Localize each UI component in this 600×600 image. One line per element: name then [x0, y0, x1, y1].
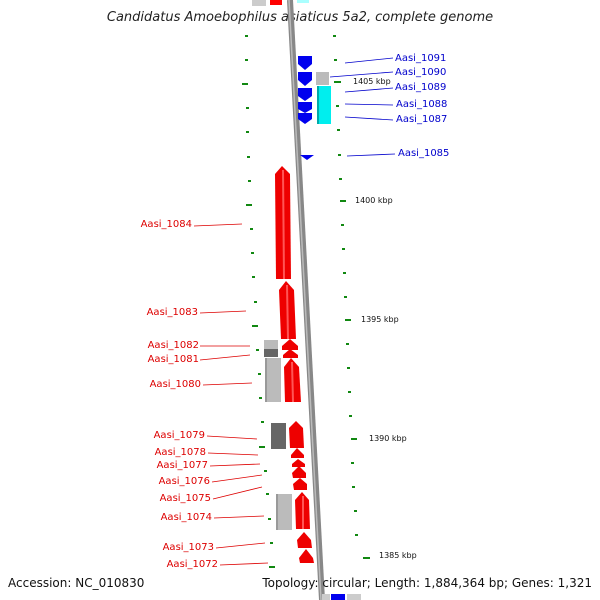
gene-Aasi_1075: [293, 478, 307, 490]
gene-label-Aasi_1079[interactable]: Aasi_1079: [153, 430, 205, 441]
gene-Aasi_1089: [298, 72, 312, 86]
gene-Aasi_1084: [275, 166, 291, 280]
gene-label-Aasi_1082[interactable]: Aasi_1082: [147, 340, 199, 351]
scale-label-1395: 1395 kbp: [361, 315, 399, 324]
genome-backbone: [287, 0, 325, 600]
gene-partial-bottom-blue: [331, 594, 345, 600]
gene-Aasi_1082: [282, 339, 298, 350]
pseudo-gene-1079: [271, 423, 286, 449]
gene-label-Aasi_1076[interactable]: Aasi_1076: [158, 476, 210, 487]
gene-Aasi_1072: [299, 549, 314, 563]
scale-label-1385: 1385 kbp: [379, 551, 417, 560]
gene-partial-bottom-grey: [322, 594, 330, 600]
gene-label-Aasi_1080[interactable]: Aasi_1080: [149, 379, 201, 390]
gene-partial-bottom-grey2: [347, 594, 361, 600]
scale-label-1405: 1405 kbp: [353, 77, 391, 86]
gene-label-Aasi_1075[interactable]: Aasi_1075: [159, 493, 211, 504]
gene-Aasi_1077: [292, 459, 305, 467]
gene-Aasi_1078: [291, 448, 304, 458]
gene-label-Aasi_1083[interactable]: Aasi_1083: [146, 307, 198, 318]
gene-Aasi_1083: [279, 281, 296, 340]
pseudo-gene-1074: [277, 494, 292, 530]
gene-Aasi_1073: [297, 532, 312, 548]
gene-partial-top-cyan: [297, 0, 309, 3]
gene-rna-cyan-2: [318, 108, 331, 124]
map-title: Candidatus Amoebophilus asiaticus 5a2, c…: [106, 10, 494, 25]
pseudo-gene-1080: [266, 358, 281, 402]
gene-label-Aasi_1084[interactable]: Aasi_1084: [140, 219, 192, 230]
gene-Aasi_1079: [289, 421, 304, 448]
gene-label-Aasi_1072[interactable]: Aasi_1072: [166, 559, 218, 570]
leader-lines-right: [329, 57, 396, 157]
gene-label-Aasi_1074[interactable]: Aasi_1074: [160, 512, 212, 523]
gene-Aasi_1085: [300, 155, 314, 160]
gene-partial-top-grey: [252, 0, 266, 6]
gene-Aasi_1091: [298, 56, 312, 70]
inner-ticks: [242, 35, 275, 568]
genome-backbone-highlight: [288, 0, 322, 600]
gene-label-Aasi_1088[interactable]: Aasi_1088: [396, 99, 448, 110]
scale-label-1390: 1390 kbp: [369, 434, 407, 443]
gene-Aasi_1088: [298, 88, 312, 113]
gene-label-Aasi_1091[interactable]: Aasi_1091: [395, 53, 447, 64]
gene-label-Aasi_1085[interactable]: Aasi_1085: [398, 148, 450, 159]
gene-label-Aasi_1078[interactable]: Aasi_1078: [154, 447, 206, 458]
gene-Aasi_1074: [295, 492, 310, 529]
gene-Aasi_1076: [292, 466, 306, 478]
gene-Aasi_1090: [316, 72, 329, 85]
gene-Aasi_1081: [283, 349, 298, 358]
scale-label-1400: 1400 kbp: [355, 196, 393, 205]
gene-label-Aasi_1077[interactable]: Aasi_1077: [156, 460, 208, 471]
gene-label-Aasi_1081[interactable]: Aasi_1081: [147, 354, 199, 365]
gene-label-Aasi_1087[interactable]: Aasi_1087: [396, 114, 448, 125]
pseudo-gene-1081: [264, 349, 278, 357]
gene-label-Aasi_1090[interactable]: Aasi_1090: [395, 67, 447, 78]
gene-partial-top-red: [270, 0, 282, 5]
gene-Aasi_1087: [298, 113, 312, 124]
leader-lines-left: [193, 223, 269, 566]
pseudo-gene-1082: [264, 340, 278, 349]
gene-label-Aasi_1073[interactable]: Aasi_1073: [162, 542, 214, 553]
outer-ticks: [333, 35, 370, 559]
gene-label-Aasi_1089[interactable]: Aasi_1089: [395, 82, 447, 93]
accession-label: Accession: NC_010830: [8, 576, 145, 590]
gene-Aasi_1080: [284, 358, 301, 403]
topology-label: Topology: circular; Length: 1,884,364 bp…: [262, 576, 592, 590]
gene-rna-cyan-1: [318, 86, 331, 108]
